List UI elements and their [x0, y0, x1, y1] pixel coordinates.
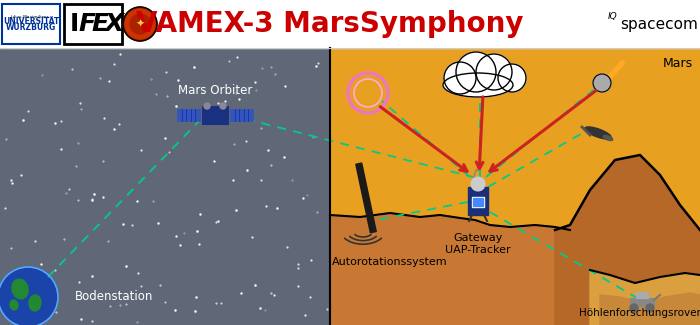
Text: spacecom: spacecom: [620, 17, 698, 32]
Bar: [473, 198, 483, 206]
Text: F: F: [78, 12, 95, 36]
Text: Autorotationssystem: Autorotationssystem: [332, 257, 448, 267]
Text: ✦: ✦: [135, 19, 145, 29]
Polygon shape: [600, 293, 700, 325]
Polygon shape: [356, 163, 377, 233]
Bar: [202, 106, 228, 124]
Circle shape: [630, 304, 638, 312]
Circle shape: [0, 267, 58, 325]
Text: Mars: Mars: [663, 57, 693, 70]
Text: IQ: IQ: [608, 12, 617, 21]
Text: X: X: [104, 12, 123, 36]
Ellipse shape: [603, 136, 612, 140]
Bar: [177, 109, 200, 121]
Circle shape: [220, 103, 226, 109]
Text: E: E: [91, 12, 108, 36]
Text: I: I: [70, 12, 79, 36]
Circle shape: [593, 74, 611, 92]
Bar: [630, 298, 654, 306]
Text: Julius-Maximilians-: Julius-Maximilians-: [10, 15, 51, 19]
Bar: [0, 0, 700, 48]
Circle shape: [125, 9, 155, 39]
Circle shape: [476, 54, 512, 90]
Text: Mars Orbiter: Mars Orbiter: [178, 84, 252, 97]
Text: Gateway
UAP-Tracker: Gateway UAP-Tracker: [445, 233, 511, 254]
Polygon shape: [590, 270, 700, 325]
Ellipse shape: [10, 300, 18, 310]
Circle shape: [123, 7, 157, 41]
Circle shape: [456, 52, 496, 92]
Circle shape: [498, 64, 526, 92]
Text: Höhlenforschungsrover: Höhlenforschungsrover: [579, 308, 700, 318]
Bar: [472, 197, 484, 207]
Ellipse shape: [29, 295, 41, 311]
Bar: [330, 48, 700, 325]
Circle shape: [444, 62, 476, 94]
Circle shape: [130, 14, 150, 34]
Polygon shape: [330, 213, 700, 325]
Bar: [2, 4, 60, 44]
Bar: [64, 4, 122, 44]
Polygon shape: [555, 155, 700, 325]
Bar: [468, 187, 488, 215]
Text: Bodenstation: Bodenstation: [75, 291, 153, 304]
Circle shape: [646, 304, 654, 312]
Circle shape: [204, 103, 210, 109]
Bar: [230, 109, 253, 121]
Ellipse shape: [584, 127, 611, 139]
Text: UNIVERSITÄT: UNIVERSITÄT: [3, 18, 59, 27]
Text: VAMEX-3 MarsSymphony: VAMEX-3 MarsSymphony: [136, 10, 524, 38]
Circle shape: [471, 177, 485, 191]
Text: WÜRZBURG: WÜRZBURG: [6, 23, 56, 32]
Ellipse shape: [443, 73, 513, 97]
Ellipse shape: [12, 279, 28, 299]
Bar: [636, 292, 648, 298]
Bar: [0, 48, 330, 325]
